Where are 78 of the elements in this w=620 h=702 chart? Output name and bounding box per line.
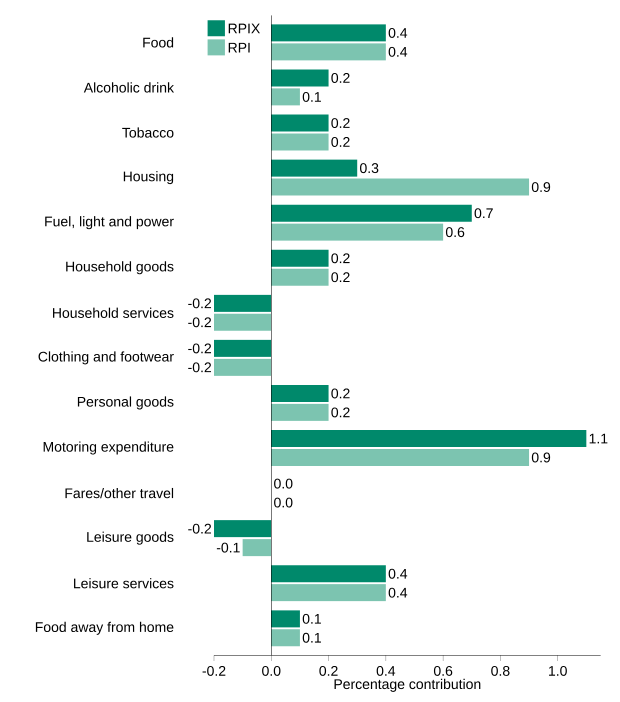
x-tick-label: 0.8 (491, 666, 510, 676)
data-label: 0.9 (532, 452, 550, 462)
bar (271, 404, 329, 421)
y-tick-label: Personal goods (78, 396, 174, 410)
y-tick-label: Household services (53, 308, 174, 318)
y-tick-label: Motoring expenditure (44, 441, 174, 455)
bar (214, 294, 272, 312)
data-label: -0.2 (188, 524, 212, 534)
data-label: -0.2 (188, 343, 212, 354)
bar (214, 358, 272, 376)
bar (271, 178, 530, 196)
bar (271, 250, 329, 267)
bar (271, 133, 329, 150)
data-label: 0.4 (388, 588, 408, 598)
data-label: 0.9 (532, 182, 550, 192)
bar (271, 43, 386, 60)
bar (242, 539, 272, 556)
x-axis-title: Percentage contribution (334, 678, 480, 692)
data-label: 0.2 (331, 407, 350, 418)
y-tick-label: Fares/other travel (65, 488, 174, 498)
data-label: 0.4 (388, 46, 408, 57)
data-label: 0.7 (474, 208, 493, 218)
data-label: 0.6 (446, 227, 464, 238)
data-label: 0.3 (360, 163, 378, 174)
data-label: 0.2 (331, 118, 350, 128)
bar (271, 69, 329, 86)
data-label: 0.2 (331, 73, 350, 83)
bar (271, 224, 444, 241)
x-tick-label: 0.6 (434, 666, 452, 676)
y-tick-label: Food (143, 37, 174, 48)
data-label: 0.4 (388, 568, 408, 579)
bar (271, 160, 358, 177)
bar (271, 114, 329, 132)
y-tick-label: Leisure goods (87, 532, 174, 545)
data-label: -0.1 (216, 542, 240, 553)
x-tick-label: 1.0 (549, 666, 567, 676)
bar (271, 430, 586, 448)
data-label: 0.0 (274, 498, 292, 508)
data-label: 0.2 (331, 137, 350, 147)
bar (214, 340, 272, 357)
data-label: 1.1 (590, 434, 608, 444)
legend-label: RPIX (228, 24, 260, 34)
y-tick-label: Food away from home (36, 622, 174, 635)
data-label: 0.1 (302, 92, 321, 102)
data-label: 0.1 (302, 632, 321, 643)
bar (271, 88, 300, 106)
x-tick-label: -0.2 (202, 666, 226, 676)
data-label: -0.2 (188, 298, 212, 308)
x-tick-label: 0.4 (376, 666, 396, 676)
y-tick-label: Leisure services (74, 578, 174, 588)
legend-label: RPI (228, 42, 250, 52)
data-label: -0.2 (188, 317, 212, 328)
y-tick-label: Fuel, light and power (45, 216, 174, 230)
bar (271, 24, 386, 42)
x-tick-label: 0.0 (262, 666, 280, 676)
y-tick-label: Household goods (66, 261, 174, 274)
data-label: 0.4 (388, 28, 408, 38)
data-label: 0.2 (331, 388, 350, 398)
bar (214, 314, 272, 331)
bar (271, 448, 530, 466)
data-label: 0.0 (274, 478, 292, 489)
bar (271, 629, 300, 646)
data-label: 0.2 (331, 253, 350, 264)
y-tick-label: Clothing and footwear (38, 351, 174, 364)
bar (271, 268, 329, 286)
y-tick-label: Alcoholic drink (84, 82, 174, 93)
y-tick-label: Tobacco (122, 127, 174, 138)
y-tick-label: Housing (124, 171, 174, 184)
bar (271, 204, 472, 222)
data-label: 0.2 (331, 272, 350, 282)
data-label: 0.1 (302, 614, 321, 624)
bar (271, 610, 300, 628)
x-tick-label: 0.2 (319, 666, 338, 676)
bar (271, 584, 386, 602)
bar (271, 565, 386, 582)
bar (271, 384, 329, 402)
bar (214, 520, 272, 538)
data-label: -0.2 (188, 362, 212, 372)
